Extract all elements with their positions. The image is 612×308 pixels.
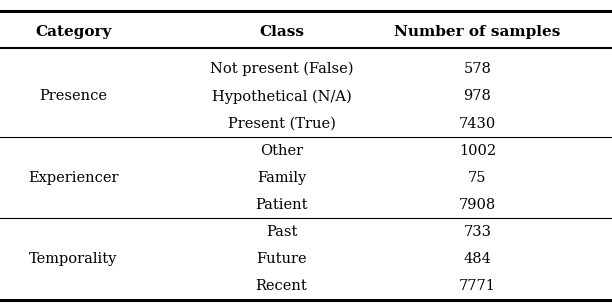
- Text: 7771: 7771: [459, 279, 496, 293]
- Text: Hypothetical (N/A): Hypothetical (N/A): [212, 89, 351, 103]
- Text: Recent: Recent: [256, 279, 307, 293]
- Text: Class: Class: [259, 25, 304, 39]
- Text: 978: 978: [463, 89, 491, 103]
- Text: Temporality: Temporality: [29, 252, 118, 266]
- Text: 7430: 7430: [459, 116, 496, 131]
- Text: Not present (False): Not present (False): [210, 62, 353, 76]
- Text: Category: Category: [35, 25, 111, 39]
- Text: Past: Past: [266, 225, 297, 239]
- Text: Patient: Patient: [255, 198, 308, 212]
- Text: Present (True): Present (True): [228, 116, 335, 131]
- Text: 484: 484: [463, 252, 491, 266]
- Text: 7908: 7908: [459, 198, 496, 212]
- Text: 75: 75: [468, 171, 487, 185]
- Text: 1002: 1002: [459, 144, 496, 158]
- Text: Family: Family: [257, 171, 306, 185]
- Text: 733: 733: [463, 225, 491, 239]
- Text: Other: Other: [260, 144, 303, 158]
- Text: Presence: Presence: [39, 89, 108, 103]
- Text: 578: 578: [463, 62, 491, 76]
- Text: Future: Future: [256, 252, 307, 266]
- Text: Number of samples: Number of samples: [394, 25, 561, 39]
- Text: Experiencer: Experiencer: [28, 171, 119, 185]
